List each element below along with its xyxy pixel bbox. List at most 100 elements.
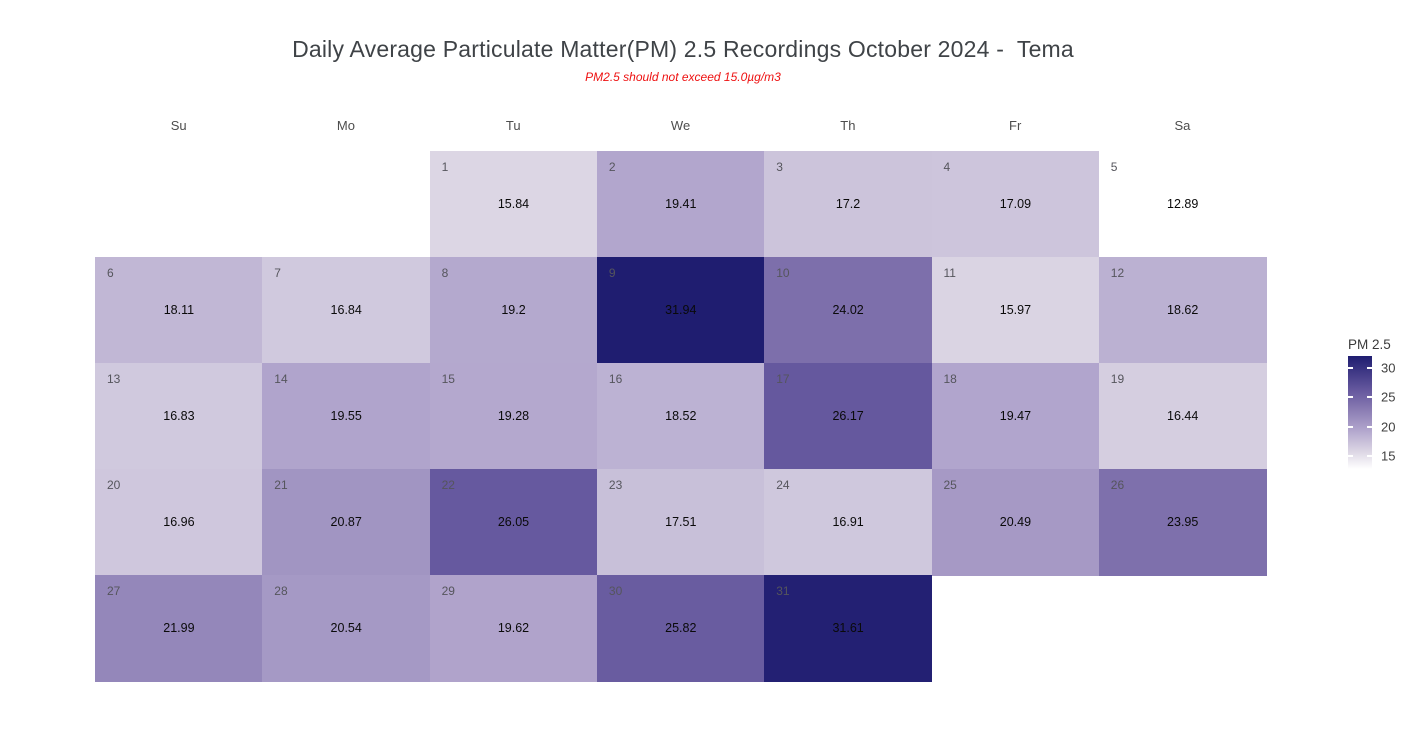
day-cell: 22 26.05 [429, 469, 598, 576]
day-number: 16 [608, 372, 623, 386]
day-number: 19 [1110, 372, 1125, 386]
day-number: 11 [943, 266, 956, 280]
day-cell: 30 25.82 [596, 575, 765, 682]
day-number: 18 [943, 372, 957, 386]
day-number: 10 [776, 266, 790, 280]
day-number: 13 [107, 372, 121, 386]
day-number: 12 [1110, 266, 1125, 280]
day-number: 5 [1110, 160, 1118, 174]
day-number: 6 [107, 266, 114, 280]
day-cell: 26 23.95 [1098, 469, 1267, 576]
pm-value: 17.2 [835, 197, 861, 212]
day-cell: 4 17.09 [931, 151, 1100, 258]
pm-value: 19.55 [330, 409, 362, 424]
day-number: 26 [1110, 478, 1125, 492]
day-cell: 24 16.91 [764, 469, 932, 576]
day-number: 25 [943, 478, 957, 492]
day-cell: 2 19.41 [596, 151, 765, 258]
pm-value: 20.87 [330, 515, 362, 530]
day-cell: 14 19.55 [262, 363, 431, 470]
day-number: 20 [107, 478, 121, 492]
weekday-label-we: We [670, 118, 691, 133]
legend-tick-label: 30 [1381, 360, 1396, 375]
day-cell: 23 17.51 [596, 469, 765, 576]
weekday-label-th: Th [840, 118, 856, 133]
pm-value: 31.94 [665, 303, 697, 318]
legend-tick-mark [1348, 425, 1353, 428]
pm-value: 16.83 [163, 409, 195, 424]
pm-value: 18.62 [1167, 303, 1199, 318]
day-cell: 6 18.11 [95, 257, 263, 364]
legend-tick-mark [1367, 455, 1372, 458]
weekday-label-sa: Sa [1174, 118, 1191, 133]
day-cell: 7 16.84 [262, 257, 431, 364]
legend-tick-mark [1348, 455, 1353, 458]
day-number: 14 [274, 372, 288, 386]
legend-gradient-bar [1348, 356, 1372, 469]
day-cell: 5 12.89 [1098, 151, 1267, 258]
day-number: 15 [441, 372, 455, 386]
day-cell: 20 16.96 [95, 469, 263, 576]
pm-value: 25.82 [665, 621, 697, 636]
day-number: 4 [943, 160, 951, 174]
day-number: 24 [776, 478, 790, 492]
legend-tick-label: 25 [1381, 389, 1396, 405]
pm-value: 16.84 [330, 303, 362, 318]
pm-value: 19.47 [999, 409, 1032, 424]
day-number: 29 [441, 584, 455, 598]
day-cell: 29 19.62 [429, 575, 598, 682]
day-cell: 28 20.54 [262, 575, 431, 682]
day-number: 28 [274, 584, 288, 598]
pm-value: 12.89 [1167, 197, 1199, 212]
pm-value: 24.02 [832, 303, 864, 318]
day-number: 31 [776, 584, 790, 598]
pm-value: 19.41 [665, 197, 697, 212]
day-cell: 11 15.97 [931, 257, 1100, 364]
day-number: 8 [441, 266, 449, 280]
legend-tick-mark [1367, 396, 1372, 399]
day-cell: 12 18.62 [1098, 257, 1267, 364]
legend-tick-mark [1367, 425, 1372, 428]
day-cell: 31 31.61 [764, 575, 932, 682]
day-cell: 15 19.28 [429, 363, 598, 470]
chart-subtitle: PM2.5 should not exceed 15.0µg/m3 [585, 70, 781, 84]
legend-tick-mark [1348, 396, 1353, 399]
day-cell: 25 20.49 [931, 469, 1100, 576]
day-cell: 17 26.17 [764, 363, 932, 470]
day-number: 2 [608, 160, 616, 174]
legend-tick-label: 15 [1381, 448, 1396, 464]
day-cell: 13 16.83 [95, 363, 263, 470]
pm-value: 26.05 [497, 515, 530, 530]
pm-value: 16.96 [163, 515, 195, 530]
pm-value: 15.97 [999, 303, 1032, 318]
day-cell: 16 18.52 [596, 363, 765, 470]
weekday-label-fr: Fr [1009, 118, 1022, 133]
legend-tick-mark [1367, 366, 1372, 369]
legend-title: PM 2.5 [1348, 337, 1391, 352]
day-cell: 21 20.87 [262, 469, 431, 576]
pm-value: 21.99 [163, 621, 195, 636]
pm-value: 31.61 [832, 621, 864, 636]
day-number: 23 [608, 478, 623, 492]
weekday-label-mo: Mo [336, 118, 355, 133]
legend-tick-mark [1348, 366, 1353, 369]
day-number: 22 [441, 478, 455, 492]
pm-value: 19.62 [497, 621, 530, 636]
day-cell: 19 16.44 [1098, 363, 1267, 470]
pm-value: 20.49 [999, 515, 1032, 530]
day-number: 21 [274, 478, 288, 492]
chart-title: Daily Average Particulate Matter(PM) 2.5… [292, 36, 1074, 62]
day-number: 17 [776, 372, 790, 386]
pm-value: 18.52 [665, 409, 697, 424]
pm-value: 19.2 [501, 303, 526, 318]
legend-tick-label: 20 [1381, 419, 1396, 435]
pm-value: 18.11 [163, 303, 195, 318]
day-cell: 9 31.94 [596, 257, 765, 364]
weekday-label-su: Su [170, 118, 187, 133]
pm-value: 19.28 [497, 409, 530, 424]
pm-value: 20.54 [330, 621, 362, 636]
pm-value: 17.51 [665, 515, 697, 530]
day-cell: 18 19.47 [931, 363, 1100, 470]
day-cell: 27 21.99 [95, 575, 263, 682]
